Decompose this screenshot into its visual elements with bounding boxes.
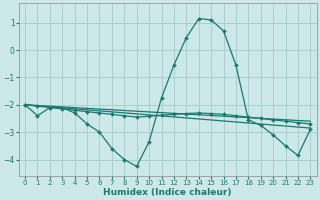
X-axis label: Humidex (Indice chaleur): Humidex (Indice chaleur) (103, 188, 232, 197)
